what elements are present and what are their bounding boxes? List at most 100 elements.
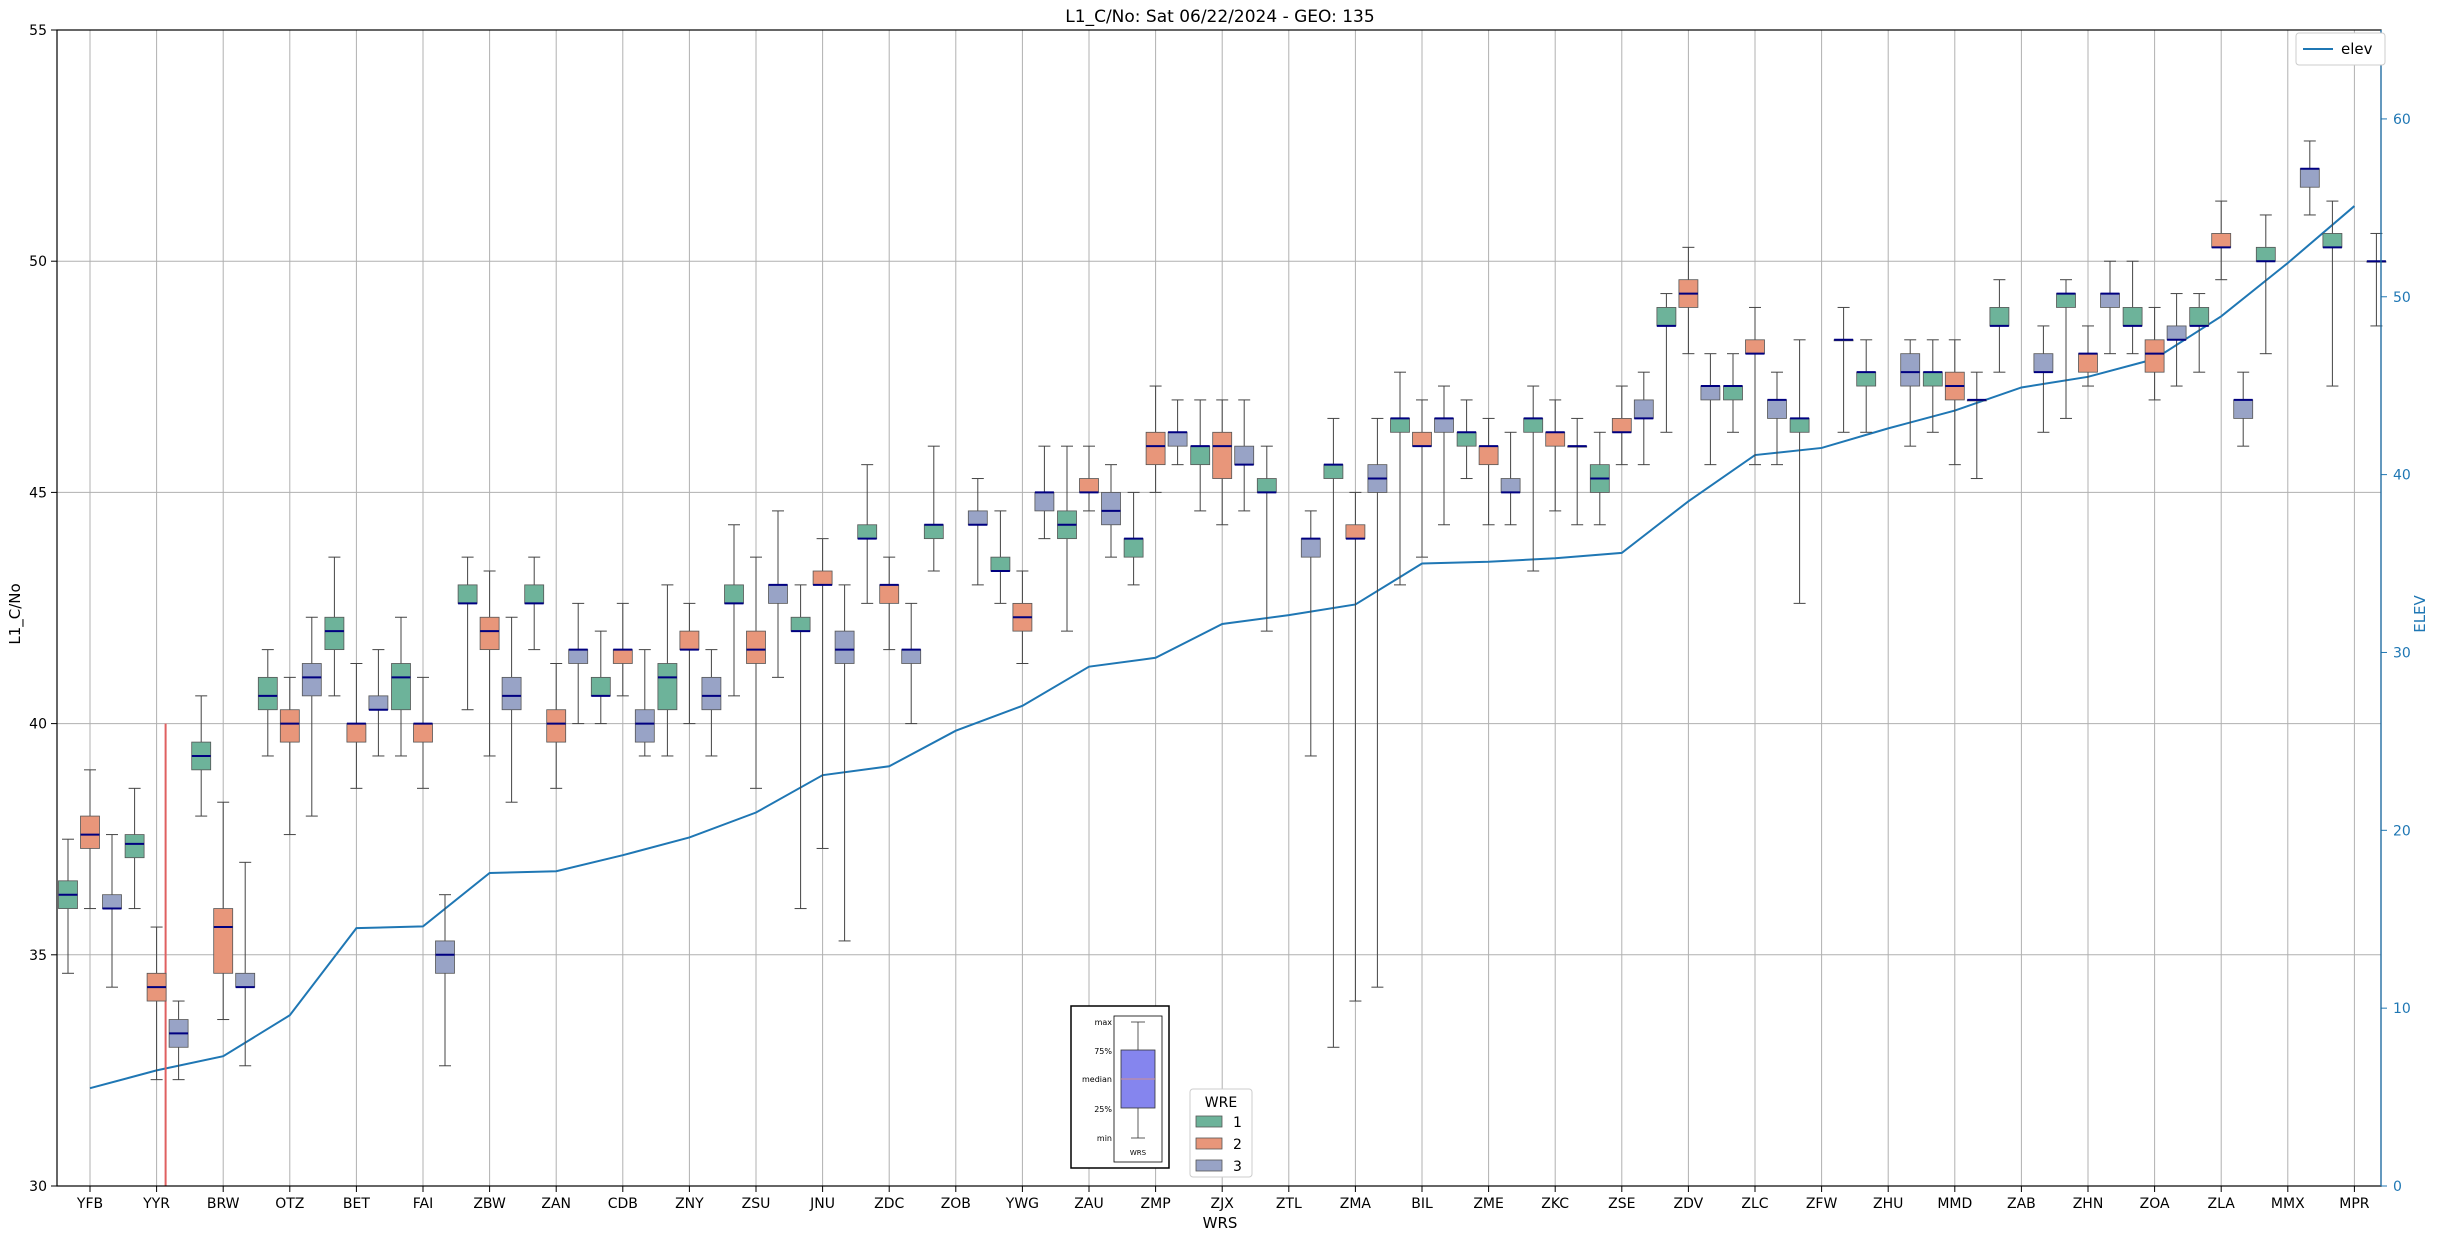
box-wre-1 bbox=[257, 649, 278, 757]
box-wre-1 bbox=[1190, 399, 1211, 512]
key-label-q1: 25% bbox=[1094, 1105, 1112, 1114]
box-body bbox=[1234, 445, 1255, 466]
key-label-min: min bbox=[1097, 1134, 1112, 1143]
box-wre-2 bbox=[1745, 306, 1765, 466]
box-body bbox=[2122, 307, 2143, 327]
box-body bbox=[413, 723, 433, 743]
x-tick-label: ZJX bbox=[1211, 1196, 1235, 1212]
box-wre-3 bbox=[1833, 306, 1854, 433]
box-body bbox=[834, 630, 855, 664]
box-body bbox=[1456, 431, 1477, 447]
x-tick-label: ZHU bbox=[1873, 1196, 1903, 1212]
box-body bbox=[1212, 431, 1233, 479]
box-wre-2 bbox=[1345, 491, 1366, 1002]
box-body bbox=[2144, 339, 2165, 373]
box-body bbox=[2189, 307, 2210, 327]
x-tick-label: ZDC bbox=[874, 1196, 904, 1212]
elev-legend-label: elev bbox=[2341, 40, 2373, 58]
x-tick-label: MPR bbox=[2339, 1196, 2370, 1212]
box-body bbox=[2299, 168, 2320, 188]
box-body bbox=[1434, 418, 1454, 433]
box-wre-1 bbox=[790, 584, 811, 910]
box-body bbox=[324, 616, 345, 651]
box-wre-1 bbox=[2189, 293, 2210, 373]
box-wre-1 bbox=[1523, 385, 1544, 572]
box-layer bbox=[58, 140, 2387, 1186]
box-wre-1 bbox=[324, 556, 345, 697]
x-tick-label: ZOA bbox=[2140, 1196, 2170, 1212]
box-body bbox=[368, 695, 389, 711]
x-tick-label: ZLA bbox=[2208, 1196, 2236, 1212]
box-wre-3 bbox=[1300, 510, 1321, 757]
key-label-q3: 75% bbox=[1094, 1047, 1112, 1056]
y-tick-label: 40 bbox=[29, 717, 47, 733]
x-tick-label: ZAU bbox=[1074, 1196, 1103, 1212]
box-key: max 75% median 25% min WRS bbox=[1070, 1005, 1170, 1169]
box-wre-1 bbox=[457, 556, 478, 711]
box-wre-3 bbox=[1434, 385, 1454, 526]
box-wre-3 bbox=[2166, 293, 2187, 387]
box-wre-2 bbox=[1012, 570, 1033, 664]
box-wre-1 bbox=[1856, 339, 1877, 433]
box-body bbox=[1656, 307, 1677, 327]
box-wre-3 bbox=[2299, 140, 2320, 216]
box-wre-3 bbox=[301, 616, 322, 817]
box-wre-2 bbox=[80, 769, 100, 910]
x-tick-label: OTZ bbox=[275, 1196, 304, 1212]
y2-tick-label: 10 bbox=[2393, 1001, 2411, 1017]
box-wre-2 bbox=[413, 676, 433, 789]
y2-tick-label: 20 bbox=[2393, 823, 2411, 839]
box-wre-3 bbox=[768, 510, 788, 678]
box-wre-3 bbox=[1767, 371, 1787, 466]
x-tick-label: ZSU bbox=[742, 1196, 771, 1212]
box-wre-2 bbox=[1678, 246, 1699, 355]
y2-tick-label: 50 bbox=[2393, 290, 2411, 306]
box-wre-1 bbox=[1057, 445, 1077, 632]
box-wre-2 bbox=[2144, 306, 2165, 401]
box-body bbox=[1412, 431, 1432, 447]
box-body bbox=[279, 709, 300, 743]
box-body bbox=[2166, 325, 2187, 341]
box-body bbox=[301, 663, 322, 697]
x-tick-label: ZTL bbox=[1276, 1196, 1302, 1212]
box-wre-1 bbox=[2255, 214, 2276, 355]
box-wre-2 bbox=[1212, 399, 1233, 526]
box-body bbox=[923, 524, 944, 540]
box-wre-1 bbox=[2056, 279, 2076, 419]
y-tick-label: 55 bbox=[29, 23, 47, 39]
box-wre-2 bbox=[1079, 445, 1099, 512]
y2-tick-label: 0 bbox=[2393, 1179, 2402, 1195]
box-wre-1 bbox=[657, 584, 678, 757]
box-wre-1 bbox=[724, 524, 744, 697]
box-wre-1 bbox=[1656, 293, 1677, 433]
box-body bbox=[879, 584, 900, 604]
x-tick-label: MMD bbox=[1937, 1196, 1972, 1212]
box-wre-1 bbox=[1123, 491, 1144, 586]
box-wre-3 bbox=[1900, 339, 1921, 447]
box-body bbox=[1922, 371, 1943, 387]
box-wre-2 bbox=[1145, 385, 1166, 493]
box-body bbox=[1167, 431, 1188, 447]
box-wre-2 bbox=[612, 602, 633, 697]
box-wre-3 bbox=[1034, 445, 1055, 540]
box-wre-3 bbox=[2233, 371, 2254, 447]
box-body bbox=[2211, 233, 2232, 248]
box-body bbox=[80, 815, 100, 849]
x-tick-label: ZNY bbox=[675, 1196, 704, 1212]
box-wre-1 bbox=[1789, 339, 1810, 604]
box-body bbox=[124, 834, 145, 859]
box-body bbox=[2078, 353, 2098, 373]
chart-title: L1_C/No: Sat 06/22/2024 - GEO: 135 bbox=[1065, 7, 1374, 27]
box-body bbox=[1034, 491, 1055, 512]
box-wre-1 bbox=[857, 464, 878, 604]
box-wre-3 bbox=[967, 478, 988, 586]
box-wre-3 bbox=[701, 649, 722, 757]
box-body bbox=[479, 616, 500, 651]
box-body bbox=[1101, 491, 1121, 526]
box-body bbox=[590, 676, 611, 697]
box-wre-2 bbox=[479, 570, 500, 757]
x-tick-label: YFB bbox=[76, 1196, 103, 1212]
box-body bbox=[1989, 307, 2010, 327]
box-body bbox=[1611, 418, 1632, 433]
box-wre-1 bbox=[1922, 339, 1943, 433]
